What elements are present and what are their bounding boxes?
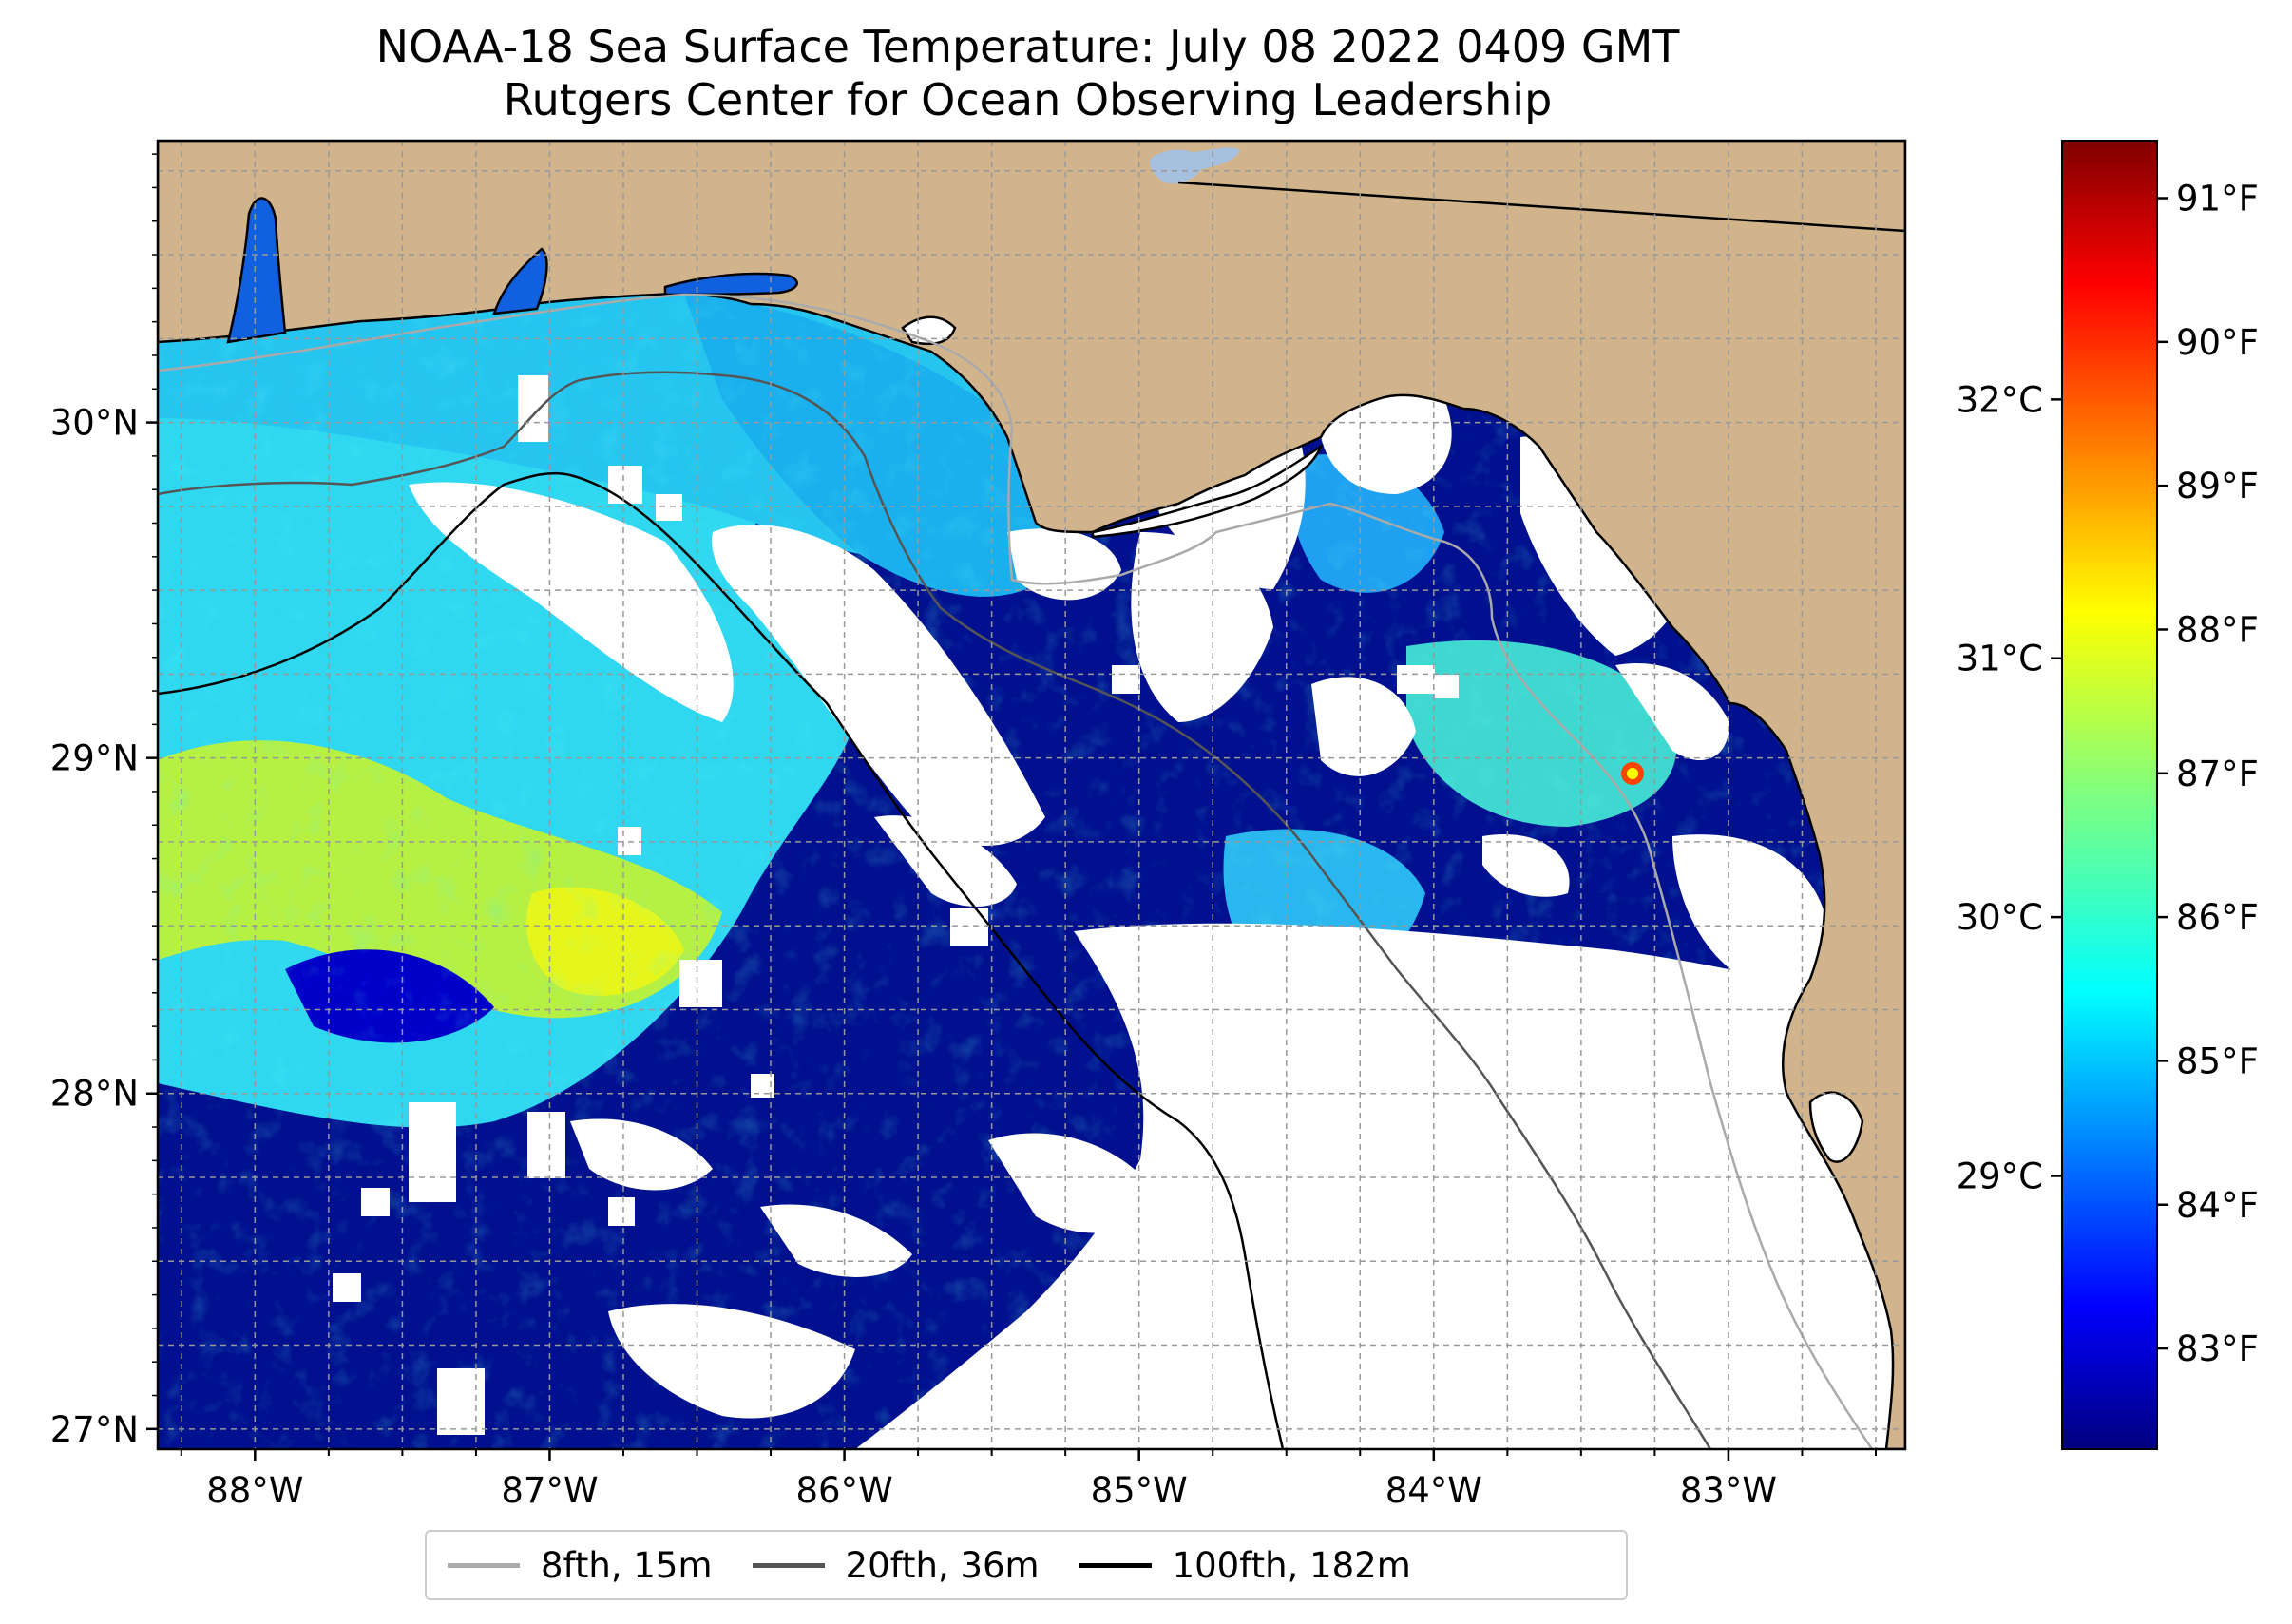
grid xyxy=(158,141,1905,1449)
legend-swatch-36m xyxy=(752,1562,825,1568)
contour-15m xyxy=(158,293,1874,1449)
legend-label-15m: 8fth, 15m xyxy=(541,1544,713,1586)
contour-182m xyxy=(158,471,1285,1449)
legend-label-36m: 20fth, 36m xyxy=(845,1544,1040,1586)
x-tick-label: 87°W xyxy=(501,1470,598,1511)
water-body-inland xyxy=(1149,147,1240,184)
legend-item-36m: 20fth, 36m xyxy=(752,1544,1040,1586)
colorbar-f-label: 83°F xyxy=(2176,1328,2259,1369)
map-frame xyxy=(156,139,1907,1451)
colorbar-f-label: 85°F xyxy=(2176,1041,2259,1081)
x-tick-label: 86°W xyxy=(795,1470,892,1511)
x-tick-label: 85°W xyxy=(1091,1470,1188,1511)
axis-ticks: 88°W 87°W 86°W 85°W 84°W 83°W 27°N 28°N 29°N 30°N xyxy=(50,153,1877,1511)
colorbar-c-label: 29°C xyxy=(1957,1156,2043,1196)
legend-swatch-15m xyxy=(448,1562,520,1568)
colorbar-ticks: 83°F 84°F 85°F 86°F 87°F 88°F 89°F 90°F 91°F 29°C… xyxy=(1957,179,2259,1370)
x-tick-label: 83°W xyxy=(1680,1470,1777,1511)
x-tick-label: 84°W xyxy=(1385,1470,1482,1511)
map-title: NOAA-18 Sea Surface Temperature: July 08… xyxy=(375,21,1680,72)
bay-tampa xyxy=(1808,1091,1864,1163)
legend-label-182m: 100fth, 182m xyxy=(1172,1544,1411,1586)
legend-item-182m: 100fth, 182m xyxy=(1079,1545,1411,1586)
bay-apalachee xyxy=(1091,443,1324,539)
colorbar-c-label: 32°C xyxy=(1957,379,2043,420)
colorbar xyxy=(2061,140,2158,1450)
map-area xyxy=(158,141,1905,1449)
colorbar-f-label: 89°F xyxy=(2176,466,2259,506)
y-tick-label: 28°N xyxy=(50,1074,139,1115)
colorbar-f-label: 86°F xyxy=(2176,897,2259,938)
y-tick-label: 30°N xyxy=(50,403,139,444)
colorbar-f-label: 87°F xyxy=(2176,754,2259,794)
colorbar-c-label: 31°C xyxy=(1957,639,2043,679)
colorbar-f-label: 91°F xyxy=(2176,179,2259,220)
legend-item-15m: 8fth, 15m xyxy=(448,1545,713,1586)
contour-legend: 8fth, 15m 20fth, 36m 100fth, 182m xyxy=(425,1530,1628,1600)
y-tick-label: 29°N xyxy=(50,738,139,779)
no-data-clouds xyxy=(333,375,1905,1449)
bay-pensacola xyxy=(492,247,548,315)
bay-mobile xyxy=(226,197,287,344)
legend-swatch-182m xyxy=(1079,1562,1152,1568)
state-border xyxy=(1177,181,1905,233)
x-tick-label: 88°W xyxy=(206,1470,303,1511)
y-tick-label: 27°N xyxy=(50,1409,139,1450)
colorbar-c-label: 30°C xyxy=(1957,897,2043,938)
contour-36m xyxy=(158,371,1712,1449)
colorbar-f-label: 90°F xyxy=(2176,322,2259,363)
map-subtitle: Rutgers Center for Ocean Observing Leade… xyxy=(503,74,1553,125)
sst-hot-spot-core xyxy=(1627,768,1638,779)
colorbar-f-label: 88°F xyxy=(2176,609,2259,650)
colorbar-f-label: 84°F xyxy=(2176,1185,2259,1226)
